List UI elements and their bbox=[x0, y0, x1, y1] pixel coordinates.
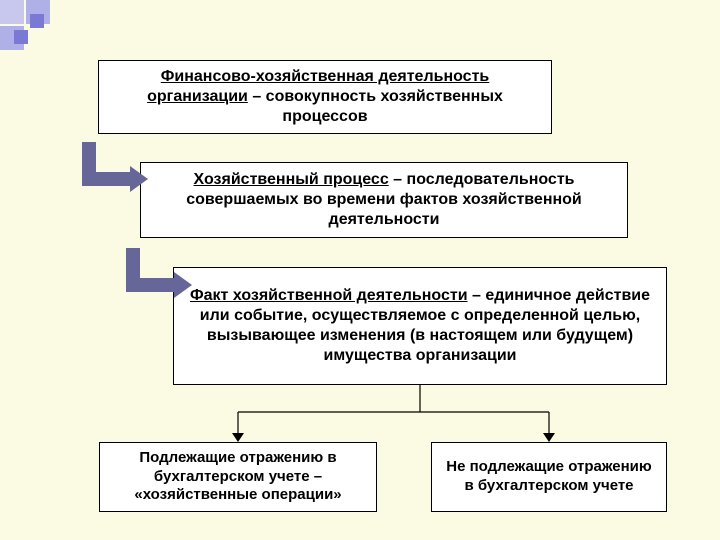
box-economic-process-text: Хозяйственный процесс – последовательнос… bbox=[155, 170, 613, 230]
box-financial-activity: Финансово-хозяйственная деятельность орг… bbox=[98, 60, 552, 134]
box-financial-activity-text: Финансово-хозяйственная деятельность орг… bbox=[113, 67, 537, 127]
term: Факт хозяйственной деятельности bbox=[190, 287, 468, 304]
box-activity-fact-text: Факт хозяйственной деятельности – единич… bbox=[188, 286, 652, 366]
box-recorded-operations-text: Подлежащие отражению в бухгалтерском уче… bbox=[114, 449, 362, 505]
box-not-recorded: Не подлежащие отражению в бухгалтерском … bbox=[431, 442, 667, 512]
term: Хозяйственный процесс bbox=[194, 171, 389, 188]
box-activity-fact: Факт хозяйственной деятельности – единич… bbox=[173, 267, 667, 385]
corner-decoration bbox=[0, 0, 150, 60]
def: – совокупность хозяйственных процессов bbox=[248, 88, 503, 125]
box-recorded-operations: Подлежащие отражению в бухгалтерском уче… bbox=[99, 442, 377, 512]
box-economic-process: Хозяйственный процесс – последовательнос… bbox=[140, 162, 628, 238]
box-not-recorded-text: Не подлежащие отражению в бухгалтерском … bbox=[446, 458, 652, 496]
